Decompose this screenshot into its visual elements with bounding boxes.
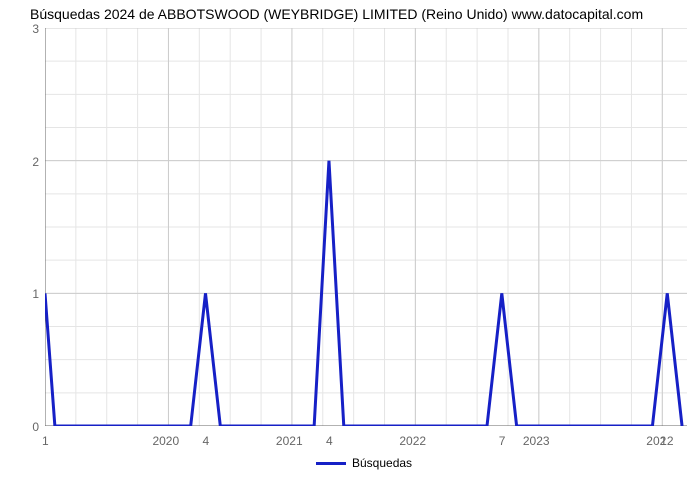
chart-legend: Búsquedas xyxy=(316,456,412,470)
x-tick-label: 2022 xyxy=(399,434,426,448)
chart-title: Búsquedas 2024 de ABBOTSWOOD (WEYBRIDGE)… xyxy=(30,6,643,22)
x-tick-label: 2021 xyxy=(276,434,303,448)
peak-label: 12 xyxy=(660,434,673,448)
peak-label: 7 xyxy=(499,434,506,448)
y-tick-label: 2 xyxy=(32,155,39,169)
y-tick-label: 1 xyxy=(32,287,39,301)
peak-label: 1 xyxy=(42,434,49,448)
chart-plot-area xyxy=(45,28,687,426)
peak-label: 4 xyxy=(326,434,333,448)
chart-container: Búsquedas 2024 de ABBOTSWOOD (WEYBRIDGE)… xyxy=(0,0,700,500)
y-tick-label: 3 xyxy=(32,22,39,36)
x-tick-label: 2020 xyxy=(152,434,179,448)
legend-line-swatch xyxy=(316,462,346,465)
peak-label: 4 xyxy=(203,434,210,448)
y-tick-label: 0 xyxy=(32,420,39,434)
x-tick-label: 2023 xyxy=(523,434,550,448)
legend-label: Búsquedas xyxy=(352,456,412,470)
